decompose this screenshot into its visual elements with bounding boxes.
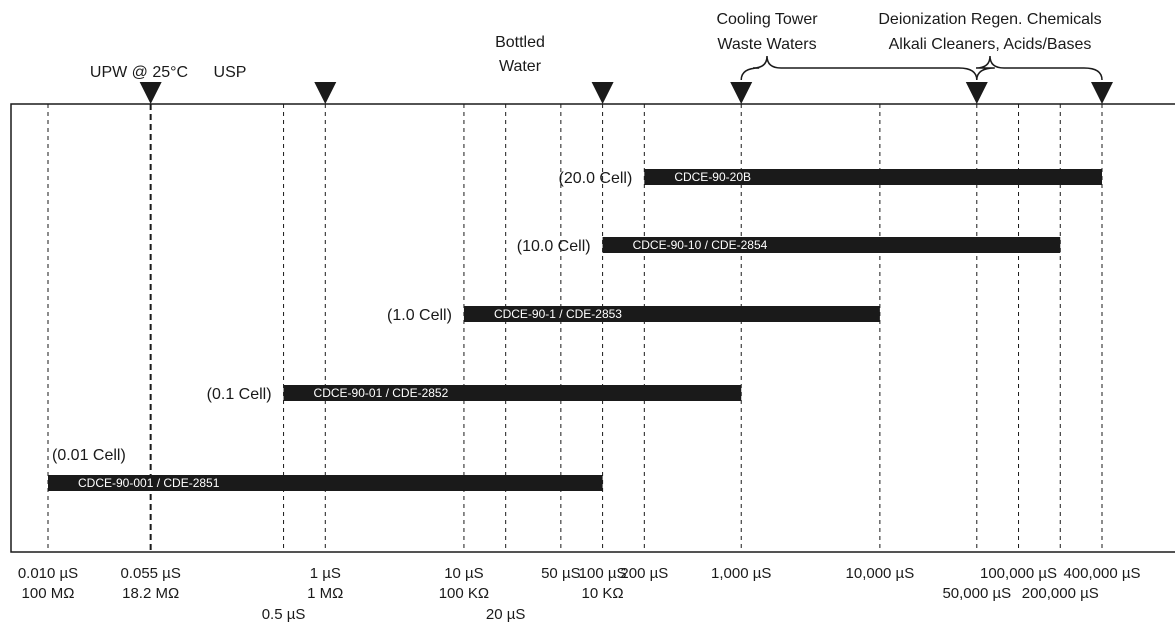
marker-triangle — [965, 82, 988, 104]
marker-triangle — [591, 82, 614, 104]
tick-label: 100 KΩ — [439, 585, 489, 602]
tick-label: 400,000 µS — [1063, 565, 1140, 582]
marker-triangle — [139, 82, 162, 104]
marker-label: USP — [214, 64, 247, 81]
tick-label: 200,000 µS — [1022, 585, 1099, 602]
tick-label: 10 µS — [444, 565, 484, 582]
tick-label: 50 µS — [541, 565, 581, 582]
range-label: Deionization Regen. Chemicals — [878, 11, 1101, 28]
tick-label: 10,000 µS — [846, 565, 915, 582]
range-label: Waste Waters — [717, 36, 816, 53]
range-brace — [740, 55, 978, 81]
range-bar-10-0-cell — [602, 237, 1061, 253]
bar-model-label: CDCE-90-01 / CDE-2852 — [314, 386, 449, 400]
tick-label: 200 µS — [620, 565, 668, 582]
cell-range-bars: CDCE-90-20B (20.0 Cell) CDCE-90-10 / CDE-2… — [48, 169, 1102, 491]
range-bar-0-1-cell — [283, 385, 742, 401]
marker-label: Bottled — [495, 34, 545, 51]
bar-model-label: CDCE-90-20B — [674, 170, 751, 184]
marker-label: UPW @ 25°C — [90, 64, 188, 81]
bar-model-label: CDCE-90-10 / CDE-2854 — [633, 238, 768, 252]
tick-label: 50,000 µS — [942, 585, 1011, 602]
tick-label: 100 µS — [579, 565, 627, 582]
bar-model-label: CDCE-90-001 / CDE-2851 — [78, 476, 220, 490]
tick-label: 0.055 µS — [120, 565, 180, 582]
bar-model-label: CDCE-90-1 / CDE-2853 — [494, 307, 622, 321]
tick-label: 1 µS — [310, 565, 341, 582]
range-brace — [975, 55, 1103, 81]
tick-label: 0.010 µS — [18, 565, 78, 582]
tick-label: 0.5 µS — [262, 606, 306, 623]
tick-label: 10 KΩ — [582, 585, 624, 602]
range-label: Alkali Cleaners, Acids/Bases — [889, 36, 1092, 53]
range-bar-1-0-cell — [463, 306, 880, 322]
tick-label: 100 MΩ — [22, 585, 75, 602]
range-label: Cooling Tower — [716, 11, 818, 28]
tick-label: 20 µS — [486, 606, 526, 623]
cell-constant-label: (0.1 Cell) — [207, 386, 272, 403]
tick-label: 1 MΩ — [307, 585, 343, 602]
range-bar-0-01-cell — [48, 475, 603, 491]
tick-label: 100,000 µS — [980, 565, 1057, 582]
tick-label: 18.2 MΩ — [122, 585, 179, 602]
marker-triangle — [730, 82, 753, 104]
application-markers: UPW @ 25°C USP Bottled Water Cooling Tower Wa… — [90, 11, 1113, 104]
cell-constant-label: (20.0 Cell) — [559, 170, 633, 187]
cell-constant-label: (1.0 Cell) — [387, 307, 452, 324]
range-bar-20-0-cell — [644, 169, 1102, 185]
x-axis-tick-labels: 0.010 µS 100 MΩ 0.055 µS 18.2 MΩ 0.5 µS 1 µS 1… — [18, 565, 1141, 623]
marker-label: Water — [499, 58, 542, 75]
cell-constant-label: (0.01 Cell) — [52, 447, 126, 464]
marker-triangle — [314, 82, 337, 104]
cell-constant-label: (10.0 Cell) — [517, 238, 591, 255]
tick-label: 1,000 µS — [711, 565, 771, 582]
marker-triangle — [1091, 82, 1113, 104]
